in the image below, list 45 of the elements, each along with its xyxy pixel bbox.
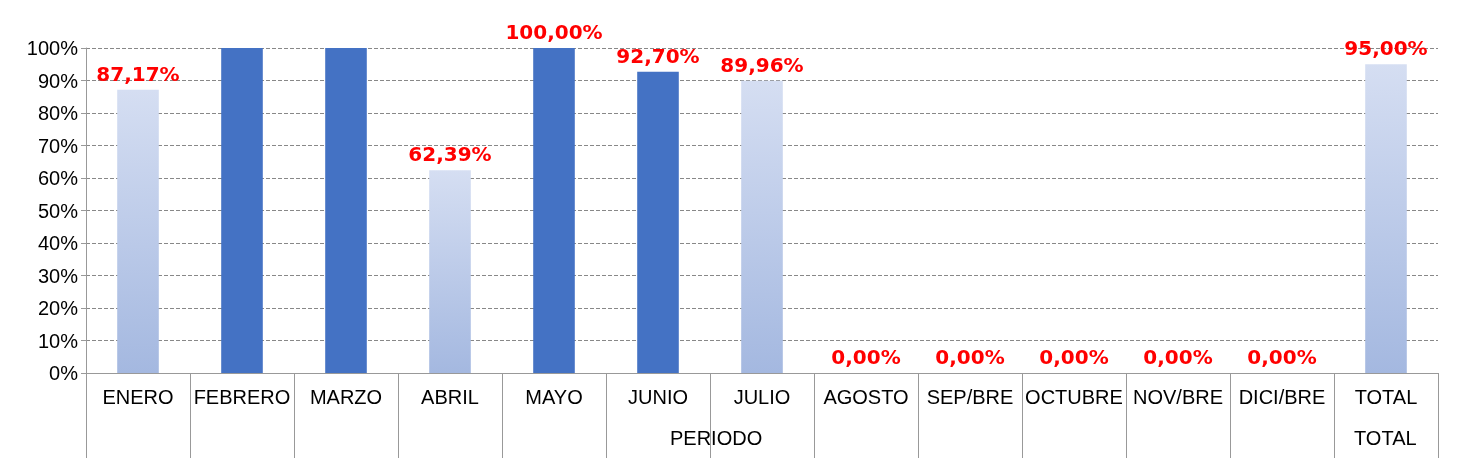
text: PERIODO: [670, 427, 763, 449]
bar: [1365, 64, 1407, 373]
x-tick-label: DICI/BRE: [1238, 386, 1326, 408]
x-tick-label: NOV/BRE: [1132, 386, 1224, 408]
data-label: 0,00%: [1143, 345, 1213, 369]
bar: [741, 80, 783, 373]
bar: [325, 48, 367, 373]
x-tick-label: TOTAL: [1354, 386, 1418, 408]
bar: [117, 89, 159, 373]
y-tick-label: 30%: [37, 264, 79, 287]
data-label: 100,00%: [505, 20, 603, 44]
x-tick-label: FEBRERO: [193, 386, 291, 408]
y-tick-label: 80%: [37, 102, 79, 124]
y-tick-label: 20%: [37, 297, 79, 319]
data-label: 0,00%: [1039, 345, 1109, 369]
x-tick-label: SEP/BRE: [926, 386, 1014, 408]
x-tick-label: JUNIO: [628, 386, 688, 408]
data-label: 95,00%: [1344, 36, 1428, 61]
data-label: 89,96%: [720, 52, 804, 77]
data-label: 87,17%: [96, 61, 180, 86]
bar: [533, 48, 575, 373]
y-tick-label: 10%: [37, 329, 79, 352]
x-tick-label: JULIO: [733, 386, 791, 408]
x-tick-label: ABRIL: [421, 386, 479, 408]
y-tick-label: 50%: [37, 199, 79, 222]
x-tick-label: OCTUBRE: [1025, 386, 1123, 408]
x-tick-label: MAYO: [525, 386, 583, 408]
x-tick-label: MARZO: [309, 386, 383, 408]
x-tick-label: ENERO: [102, 386, 174, 408]
bar: [221, 48, 263, 373]
bar: [429, 170, 471, 373]
y-tick-label: 90%: [37, 69, 79, 92]
data-label: 0,00%: [935, 345, 1005, 369]
data-label: 0,00%: [831, 345, 901, 369]
y-tick-label: 60%: [37, 167, 79, 189]
data-label: 92,70%: [616, 43, 700, 68]
bar: [637, 71, 679, 373]
data-label: 62,39%: [408, 142, 492, 167]
data-label: 0,00%: [1247, 345, 1317, 369]
text: TOTAL: [1354, 427, 1417, 449]
x-tick-label: AGOSTO: [823, 386, 909, 408]
y-tick-label: 0%: [49, 362, 79, 384]
y-tick-label: 40%: [37, 232, 79, 254]
y-tick-label: 70%: [37, 134, 79, 157]
y-tick-label: 100%: [26, 37, 79, 59]
